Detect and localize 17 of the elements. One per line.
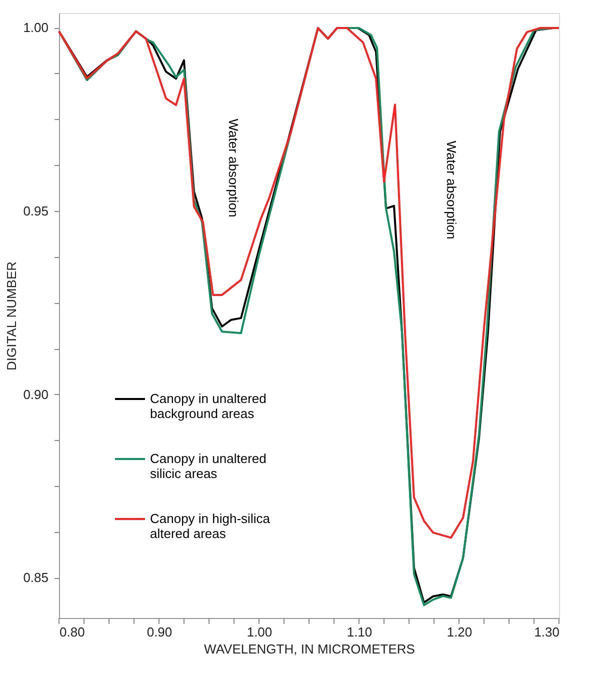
y-tick-label: 0.85 [23, 570, 48, 586]
annotation: Water absorption [226, 118, 241, 218]
x-tick-label: 0.80 [60, 624, 85, 640]
y-tick-label: 1.00 [23, 20, 48, 36]
x-tick-label: 1.10 [346, 624, 372, 640]
y-tick-label: 0.90 [23, 386, 48, 402]
legend-label: Canopy in unaltered background areas [150, 391, 266, 421]
legend-label: Canopy in high-silica altered areas [150, 511, 271, 541]
x-tick-label: 1.20 [446, 624, 472, 640]
annotation: Water absorption [444, 140, 459, 240]
x-tick-label: 1.30 [534, 624, 560, 640]
x-axis-title: WAVELENGTH, IN MICROMETERS [204, 642, 416, 656]
y-axis-title: DIGITAL NUMBER [4, 261, 20, 371]
x-tick-label: 1.00 [246, 624, 272, 640]
legend-label: Canopy in unaltered silicic areas [150, 451, 266, 481]
y-tick-label: 0.95 [23, 204, 48, 218]
x-tick-label: 0.90 [146, 624, 172, 640]
